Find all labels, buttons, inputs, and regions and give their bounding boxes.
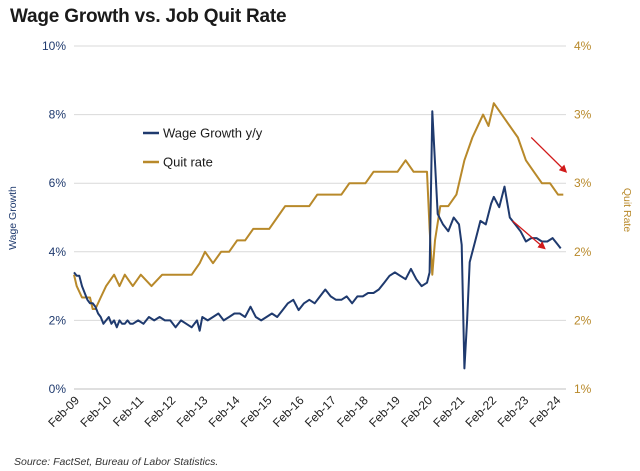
x-tick-label: Feb-16 [270,393,307,430]
x-tick-label: Feb-20 [398,393,435,430]
legend-label: Quit rate [163,155,213,170]
y-left-tick-label: 4% [49,245,67,259]
x-tick-label: Feb-22 [462,393,499,430]
y-right-tick-label: 1% [574,382,592,396]
x-tick-label: Feb-18 [334,393,371,430]
y-right-tick-label: 3% [574,176,592,190]
x-tick-label: Feb-24 [527,393,564,430]
x-tick-label: Feb-10 [77,393,114,430]
y-right-tick-label: 4% [574,39,592,53]
y-right-tick-label: 2% [574,313,592,327]
x-tick-label: Feb-17 [302,393,339,430]
y-left-tick-label: 8% [49,108,67,122]
trend-arrow [530,137,568,173]
y-axis-right-title: Quit Rate [621,188,633,233]
x-tick-label: Feb-14 [206,393,243,430]
x-tick-label: Feb-11 [110,393,146,429]
y-axis-right-ticks: 1% 2% 2% 3% 3% 4% [574,39,592,396]
x-tick-label: Feb-09 [45,393,82,430]
y-right-tick-label: 3% [574,108,592,122]
y-axis-left-ticks: 0% 2% 4% 6% 8% 10% [42,39,66,396]
annotations [512,137,568,250]
y-left-tick-label: 2% [49,313,67,327]
legend: Wage Growth y/y Quit rate [143,126,263,170]
x-tick-label: Feb-12 [142,393,179,430]
x-tick-label: Feb-19 [366,393,403,430]
x-tick-label: Feb-15 [238,393,275,430]
plot-area [73,102,564,370]
x-tick-label: Feb-21 [430,393,467,430]
x-axis-ticks: Feb-09Feb-10Feb-11Feb-12Feb-13Feb-14Feb-… [45,393,563,430]
y-right-tick-label: 2% [574,245,592,259]
x-tick-label: Feb-13 [174,393,211,430]
wage-growth-line [73,110,562,370]
y-left-tick-label: 6% [49,176,67,190]
chart-title: Wage Growth vs. Job Quit Rate [10,6,287,27]
x-tick-label: Feb-23 [495,393,532,430]
source-note: Source: FactSet, Bureau of Labor Statist… [14,456,219,468]
quit-rate-line [73,102,564,310]
y-left-tick-label: 10% [42,39,66,53]
y-left-tick-label: 0% [49,382,67,396]
grid-lines [74,45,566,390]
y-axis-left-title: Wage Growth [7,186,19,250]
legend-label: Wage Growth y/y [163,126,263,141]
trend-arrow [512,220,546,250]
